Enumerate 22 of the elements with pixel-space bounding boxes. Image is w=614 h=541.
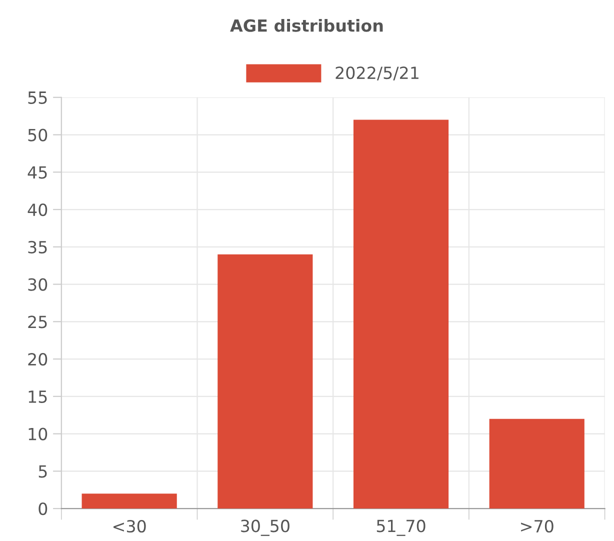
x-tick-label: 51_70 (376, 520, 426, 536)
y-tick-label: 50 (28, 128, 48, 142)
legend-label: 2022/5/21 (336, 66, 418, 80)
x-tick-label: >70 (521, 520, 554, 533)
y-tick-label: 10 (28, 428, 48, 440)
y-tick-label: 30 (28, 278, 48, 291)
bar (353, 120, 449, 509)
y-tick-label: 55 (28, 92, 47, 104)
y-tick-label: 5 (38, 465, 47, 478)
y-tick-label: 25 (28, 316, 47, 328)
y-tick-label: 15 (28, 390, 47, 403)
bar (82, 494, 177, 509)
bar (489, 418, 584, 509)
y-tick-label: 35 (28, 240, 47, 254)
y-tick-label: 20 (28, 352, 48, 366)
bar (218, 254, 313, 509)
chart-title: AGE distribution (230, 18, 383, 32)
y-tick-label: 40 (28, 203, 48, 216)
y-tick-label: 45 (28, 166, 47, 179)
x-tick-label: <30 (114, 520, 146, 533)
y-tick-label: 0 (38, 502, 48, 516)
x-tick-label: 30_50 (241, 520, 290, 536)
